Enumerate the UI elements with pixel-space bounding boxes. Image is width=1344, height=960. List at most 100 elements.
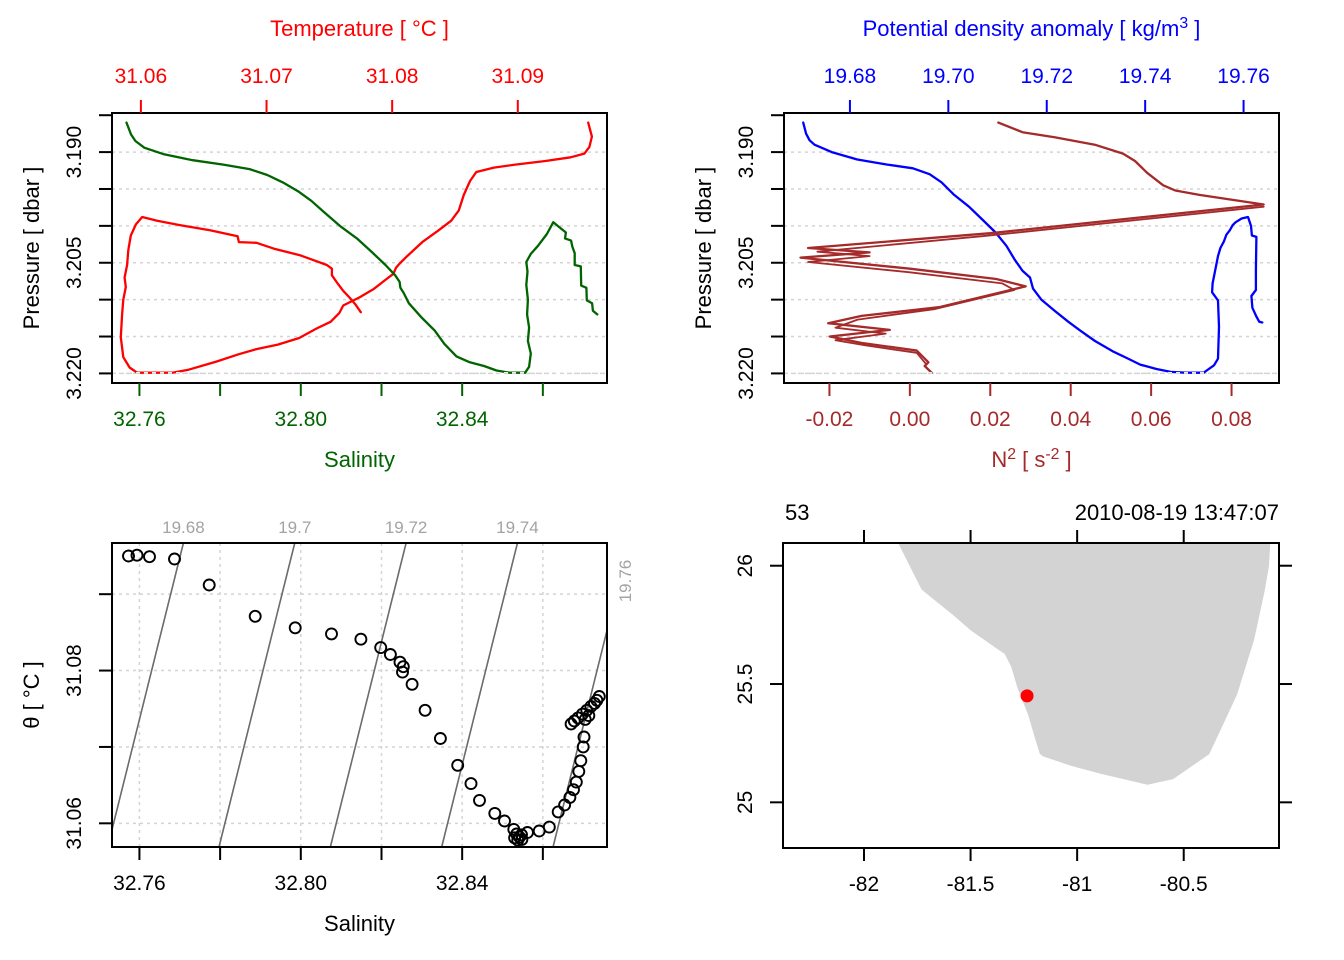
- left-tick-label: 25: [734, 791, 757, 814]
- ts-point: [578, 712, 592, 726]
- N2-profile-upcast: [807, 205, 1265, 365]
- bottom-tick-label: 0.06: [1131, 408, 1172, 431]
- isopycnal-19.76: [552, 627, 607, 847]
- top-tick-label: 19.68: [824, 65, 877, 88]
- ts-point: [473, 793, 486, 807]
- panel-border: [111, 112, 608, 384]
- land-polygon: [898, 543, 1271, 785]
- ts-point: [592, 690, 606, 703]
- top-tick-label: 19.70: [922, 65, 975, 88]
- top-tick-label: 31.06: [115, 65, 168, 88]
- ts-point: [577, 730, 591, 744]
- left-tick-label: 3.205: [735, 236, 758, 289]
- ts-point: [354, 632, 368, 646]
- left-axis-title: Pressure [ dbar ]: [19, 167, 44, 330]
- temperature-profile: [119, 121, 594, 374]
- bottom-tick-label: -81.5: [947, 873, 995, 896]
- top-tick-label: 19.76: [1217, 65, 1270, 88]
- bottom-tick-label: -81: [1062, 873, 1092, 896]
- top-tick-label: 31.08: [366, 65, 419, 88]
- profile-temperature-salinity: 31.06 31.07 31.08 31.09 32.76 32.80 32.84 3.190…: [19, 16, 608, 472]
- left-tick-label: 3.220: [63, 347, 86, 400]
- left-tick-label: 3.190: [735, 126, 758, 179]
- N2-profile: [799, 121, 1265, 374]
- left-tick-label: 31.08: [63, 644, 86, 697]
- top-tick-label: 19.72: [1020, 65, 1073, 88]
- ts-point: [288, 621, 302, 635]
- ts-point: [542, 820, 556, 834]
- isopycnal-19.7: [218, 543, 296, 847]
- bottom-tick-label: 0.02: [970, 408, 1011, 431]
- bottom-tick-label: 0.04: [1050, 408, 1091, 431]
- left-tick-label: 31.06: [63, 797, 86, 850]
- top-tick-label: 31.07: [240, 65, 293, 88]
- ts-point: [396, 665, 409, 679]
- isopycnal-label: 19.72: [385, 518, 428, 537]
- ts-point: [564, 717, 578, 731]
- panel-border: [783, 112, 1280, 384]
- isopycnal-label-right: 19.76: [616, 560, 635, 603]
- ts-point: [248, 609, 262, 623]
- left-tick-label: 3.220: [735, 347, 758, 400]
- ts-point: [551, 805, 565, 819]
- bottom-tick-label: 32.80: [275, 872, 328, 895]
- ts-point: [168, 552, 181, 566]
- ts-point: [576, 740, 590, 754]
- isopycnal-19.74: [440, 543, 519, 847]
- profile-density-N2: 19.68 19.70 19.72 19.74 19.76 -0.02 0.00 0.02 0.…: [691, 15, 1280, 472]
- map-land-group: [898, 543, 1271, 785]
- panel-border: [782, 542, 1280, 849]
- ts-point: [122, 549, 135, 563]
- bottom-axis-title: N2 [ s-2 ]: [991, 446, 1071, 472]
- ts-point: [464, 777, 478, 791]
- station-datetime: 2010-08-19 13:47:07: [1075, 500, 1279, 525]
- ts-point: [405, 677, 419, 691]
- ts-point: [130, 548, 144, 562]
- left-axis-title: θ [ °C ]: [19, 661, 44, 728]
- ts-point: [325, 627, 338, 641]
- ts-diagram: 19.68 19.7 19.72 19.74 19.76 32.76 32.80 32.84 3…: [19, 518, 635, 936]
- station-marker: [1020, 689, 1034, 703]
- bottom-tick-label: 32.84: [436, 872, 489, 895]
- isopycnal-label: 19.68: [162, 518, 205, 537]
- top-tick-label: 19.74: [1119, 65, 1172, 88]
- ts-point: [515, 828, 528, 842]
- ts-point: [374, 641, 388, 655]
- ts-point: [143, 550, 156, 564]
- bottom-tick-label: 0.08: [1211, 408, 1252, 431]
- ts-point: [567, 783, 580, 797]
- left-tick-label: 3.205: [63, 236, 86, 289]
- ts-point: [418, 703, 432, 717]
- bottom-axis-title: Salinity: [324, 911, 395, 936]
- bottom-axis-title: Salinity: [324, 447, 395, 472]
- station-map: -82 -81.5 -81 -80.5 26 25.5 25 53 2010-08-19 13:…: [734, 500, 1292, 896]
- profile-density-N2-series: [799, 121, 1265, 374]
- isopycnal-label: 19.7: [278, 518, 311, 537]
- ts-point: [572, 764, 586, 778]
- ts-point: [202, 578, 216, 592]
- left-tick-label: 25.5: [734, 664, 757, 705]
- panel-border: [111, 542, 608, 848]
- isopycnal-lines: [112, 543, 607, 847]
- profile-temperature-salinity-series: [119, 121, 599, 374]
- ts-point: [582, 709, 596, 723]
- left-tick-label: 26: [734, 554, 757, 577]
- ts-point: [383, 648, 397, 661]
- ts-point: [508, 831, 522, 845]
- station-number: 53: [785, 500, 809, 525]
- top-tick-label: 31.09: [492, 65, 545, 88]
- left-axis-title: Pressure [ dbar ]: [691, 167, 716, 330]
- ts-point: [451, 758, 465, 772]
- bottom-tick-label: 32.84: [436, 408, 489, 431]
- ts-point: [563, 790, 577, 804]
- isopycnal-label: 19.74: [496, 518, 539, 537]
- bottom-tick-label: 32.80: [275, 408, 328, 431]
- isopycnal-19.68: [112, 543, 185, 833]
- bottom-tick-label: -80.5: [1160, 873, 1208, 896]
- bottom-tick-label: -82: [849, 873, 879, 896]
- salinity-profile: [125, 121, 599, 374]
- top-axis-title: Temperature [ °C ]: [270, 16, 449, 41]
- left-tick-label: 3.190: [63, 126, 86, 179]
